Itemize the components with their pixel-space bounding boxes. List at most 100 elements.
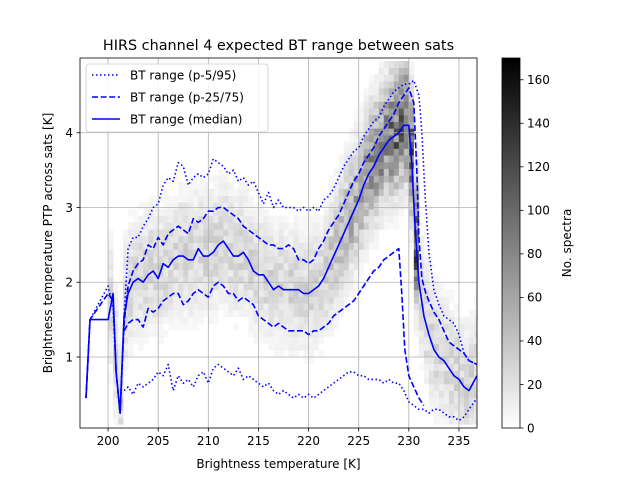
density-cell <box>383 195 390 203</box>
density-cell <box>298 323 304 331</box>
density-cell <box>413 323 420 331</box>
density-cell <box>133 242 139 250</box>
density-cell <box>128 343 134 351</box>
density-cell <box>123 276 129 284</box>
density-cell <box>428 262 435 270</box>
density-cell <box>378 108 385 116</box>
density-cell <box>278 235 284 244</box>
density-cell <box>378 74 385 82</box>
density-cell <box>308 309 314 318</box>
density-cell <box>298 343 304 351</box>
density-cell <box>128 229 134 237</box>
density-cell <box>123 343 129 351</box>
density-cell <box>173 303 179 311</box>
density-cell <box>373 222 380 230</box>
density-cell <box>443 383 450 392</box>
density-cell <box>148 208 154 217</box>
density-cell <box>188 269 194 277</box>
density-cell <box>248 208 254 217</box>
density-cell <box>118 363 124 371</box>
density-cell <box>203 303 209 311</box>
density-cell <box>308 242 314 250</box>
density-cell <box>363 202 370 210</box>
density-cell <box>208 235 214 244</box>
density-cell <box>358 175 365 183</box>
density-cell <box>108 276 114 284</box>
density-cell <box>423 296 430 304</box>
density-cell <box>358 148 365 156</box>
density-cell <box>433 282 440 291</box>
density-cell <box>353 256 360 264</box>
density-cell <box>143 296 149 304</box>
density-cell <box>248 202 254 210</box>
density-cell <box>453 370 460 378</box>
density-cell <box>198 242 204 250</box>
density-cell <box>303 215 309 223</box>
density-cell <box>138 222 144 230</box>
density-cell <box>193 323 199 331</box>
density-cell <box>318 229 325 237</box>
density-cell <box>398 148 405 156</box>
density-cell <box>258 296 264 304</box>
density-cell <box>283 323 289 331</box>
density-cell <box>423 282 430 291</box>
density-cell <box>108 330 114 338</box>
density-cell <box>413 296 420 304</box>
density-cell <box>233 188 239 196</box>
density-cell <box>273 276 279 284</box>
density-cell <box>323 296 330 304</box>
density-cell <box>338 242 345 250</box>
density-cell <box>273 309 279 318</box>
density-cell <box>348 141 355 149</box>
density-cell <box>308 249 314 257</box>
density-cell <box>358 161 365 170</box>
density-cell <box>198 215 204 223</box>
y-axis-label: Brightness temperature PTP across sats [… <box>41 113 55 373</box>
density-cell <box>433 303 440 311</box>
density-cell <box>313 323 320 331</box>
density-cell <box>258 282 264 291</box>
density-cell <box>438 377 445 385</box>
density-cell <box>158 282 164 291</box>
density-cell <box>153 309 159 318</box>
density-cell <box>228 289 234 297</box>
density-cell <box>278 215 284 223</box>
density-cell <box>463 323 470 331</box>
density-cell <box>368 235 375 244</box>
density-cell <box>298 282 304 291</box>
density-cell <box>173 202 179 210</box>
density-cell <box>163 309 169 318</box>
density-cell <box>218 182 224 190</box>
density-cell <box>308 330 314 338</box>
density-cell <box>243 195 249 203</box>
density-cell <box>238 235 244 244</box>
density-cell <box>348 269 355 277</box>
density-cell <box>243 242 249 250</box>
density-cell <box>388 81 395 89</box>
density-cell <box>298 316 304 324</box>
density-cell <box>183 235 189 244</box>
x-axis-ticks: 200 205 210 215 220 225 230 235 <box>97 428 470 448</box>
density-cell <box>183 323 189 331</box>
density-cell <box>183 182 189 190</box>
density-cell <box>118 343 124 351</box>
density-cell <box>453 330 460 338</box>
density-cell <box>423 276 430 284</box>
density-cell <box>348 222 355 230</box>
density-cell <box>173 222 179 230</box>
density-cell <box>198 182 204 190</box>
density-cell <box>373 208 380 217</box>
density-cell <box>368 114 375 122</box>
density-cell <box>473 363 477 371</box>
density-cell <box>353 282 360 291</box>
density-cell <box>208 276 214 284</box>
density-cell <box>403 114 410 122</box>
density-cell <box>378 208 385 217</box>
density-cell <box>353 269 360 277</box>
density-cell <box>288 316 294 324</box>
density-cell <box>448 377 455 385</box>
density-cell <box>153 296 159 304</box>
density-cell <box>318 235 325 244</box>
density-cell <box>263 222 269 230</box>
density-cell <box>148 330 154 338</box>
